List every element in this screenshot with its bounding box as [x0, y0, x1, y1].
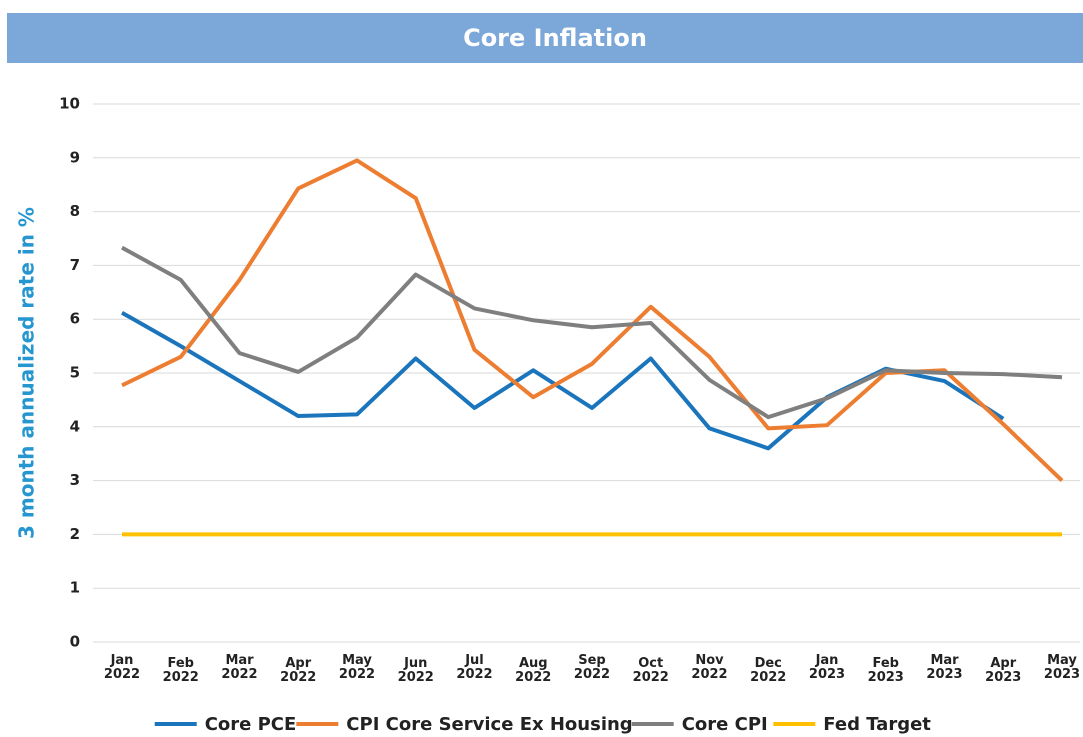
x-tick-label: Feb 2022	[162, 656, 199, 685]
y-tick-label: 0	[70, 633, 80, 651]
x-tick-label: Aug 2022	[515, 656, 552, 685]
y-tick-label: 3	[70, 471, 80, 489]
y-tick-label: 2	[70, 525, 80, 543]
line-series	[121, 245, 1063, 420]
y-tick-label: 4	[70, 417, 80, 435]
x-tick-label: Mar 2022	[221, 653, 258, 682]
chart-title: Core Inflation	[463, 24, 647, 52]
x-tick-label: Jan 2022	[103, 653, 141, 682]
x-tick-label: Apr 2022	[280, 656, 317, 685]
x-tick-label: Sep 2022	[573, 653, 611, 682]
y-axis-label: 3 month annualized rate in %	[15, 207, 39, 539]
legend-label: Core CPI	[682, 714, 768, 735]
x-tick-label: Nov 2022	[691, 653, 728, 682]
y-tick-label: 1	[70, 579, 80, 597]
y-tick-label: 10	[59, 95, 80, 113]
x-tick-label: Jul 2022	[456, 653, 493, 682]
y-tick-label: 9	[70, 148, 80, 166]
x-tick-label: May 2022	[338, 653, 376, 682]
x-tick-label: May 2023	[1043, 653, 1081, 682]
x-tick-label: Dec 2022	[750, 656, 787, 685]
x-tick-label: Mar 2023	[926, 653, 963, 682]
x-tick-label: Apr 2023	[985, 656, 1022, 685]
x-tick-label: Oct 2022	[632, 656, 669, 685]
line-series	[121, 158, 1064, 483]
legend-label: Core PCE	[205, 714, 297, 735]
y-tick-label: 7	[70, 256, 80, 274]
legend-label: CPI Core Service Ex Housing	[346, 714, 632, 735]
x-tick-label: Jun 2022	[397, 656, 434, 685]
title-bar	[7, 13, 1083, 63]
legend-label: Fed Target	[823, 714, 931, 735]
y-tick-label: 5	[70, 364, 80, 382]
y-tick-label: 6	[70, 310, 80, 328]
x-tick-label: Jan 2023	[808, 653, 846, 682]
y-tick-label: 8	[70, 202, 80, 220]
x-tick-label: Feb 2023	[867, 656, 904, 685]
